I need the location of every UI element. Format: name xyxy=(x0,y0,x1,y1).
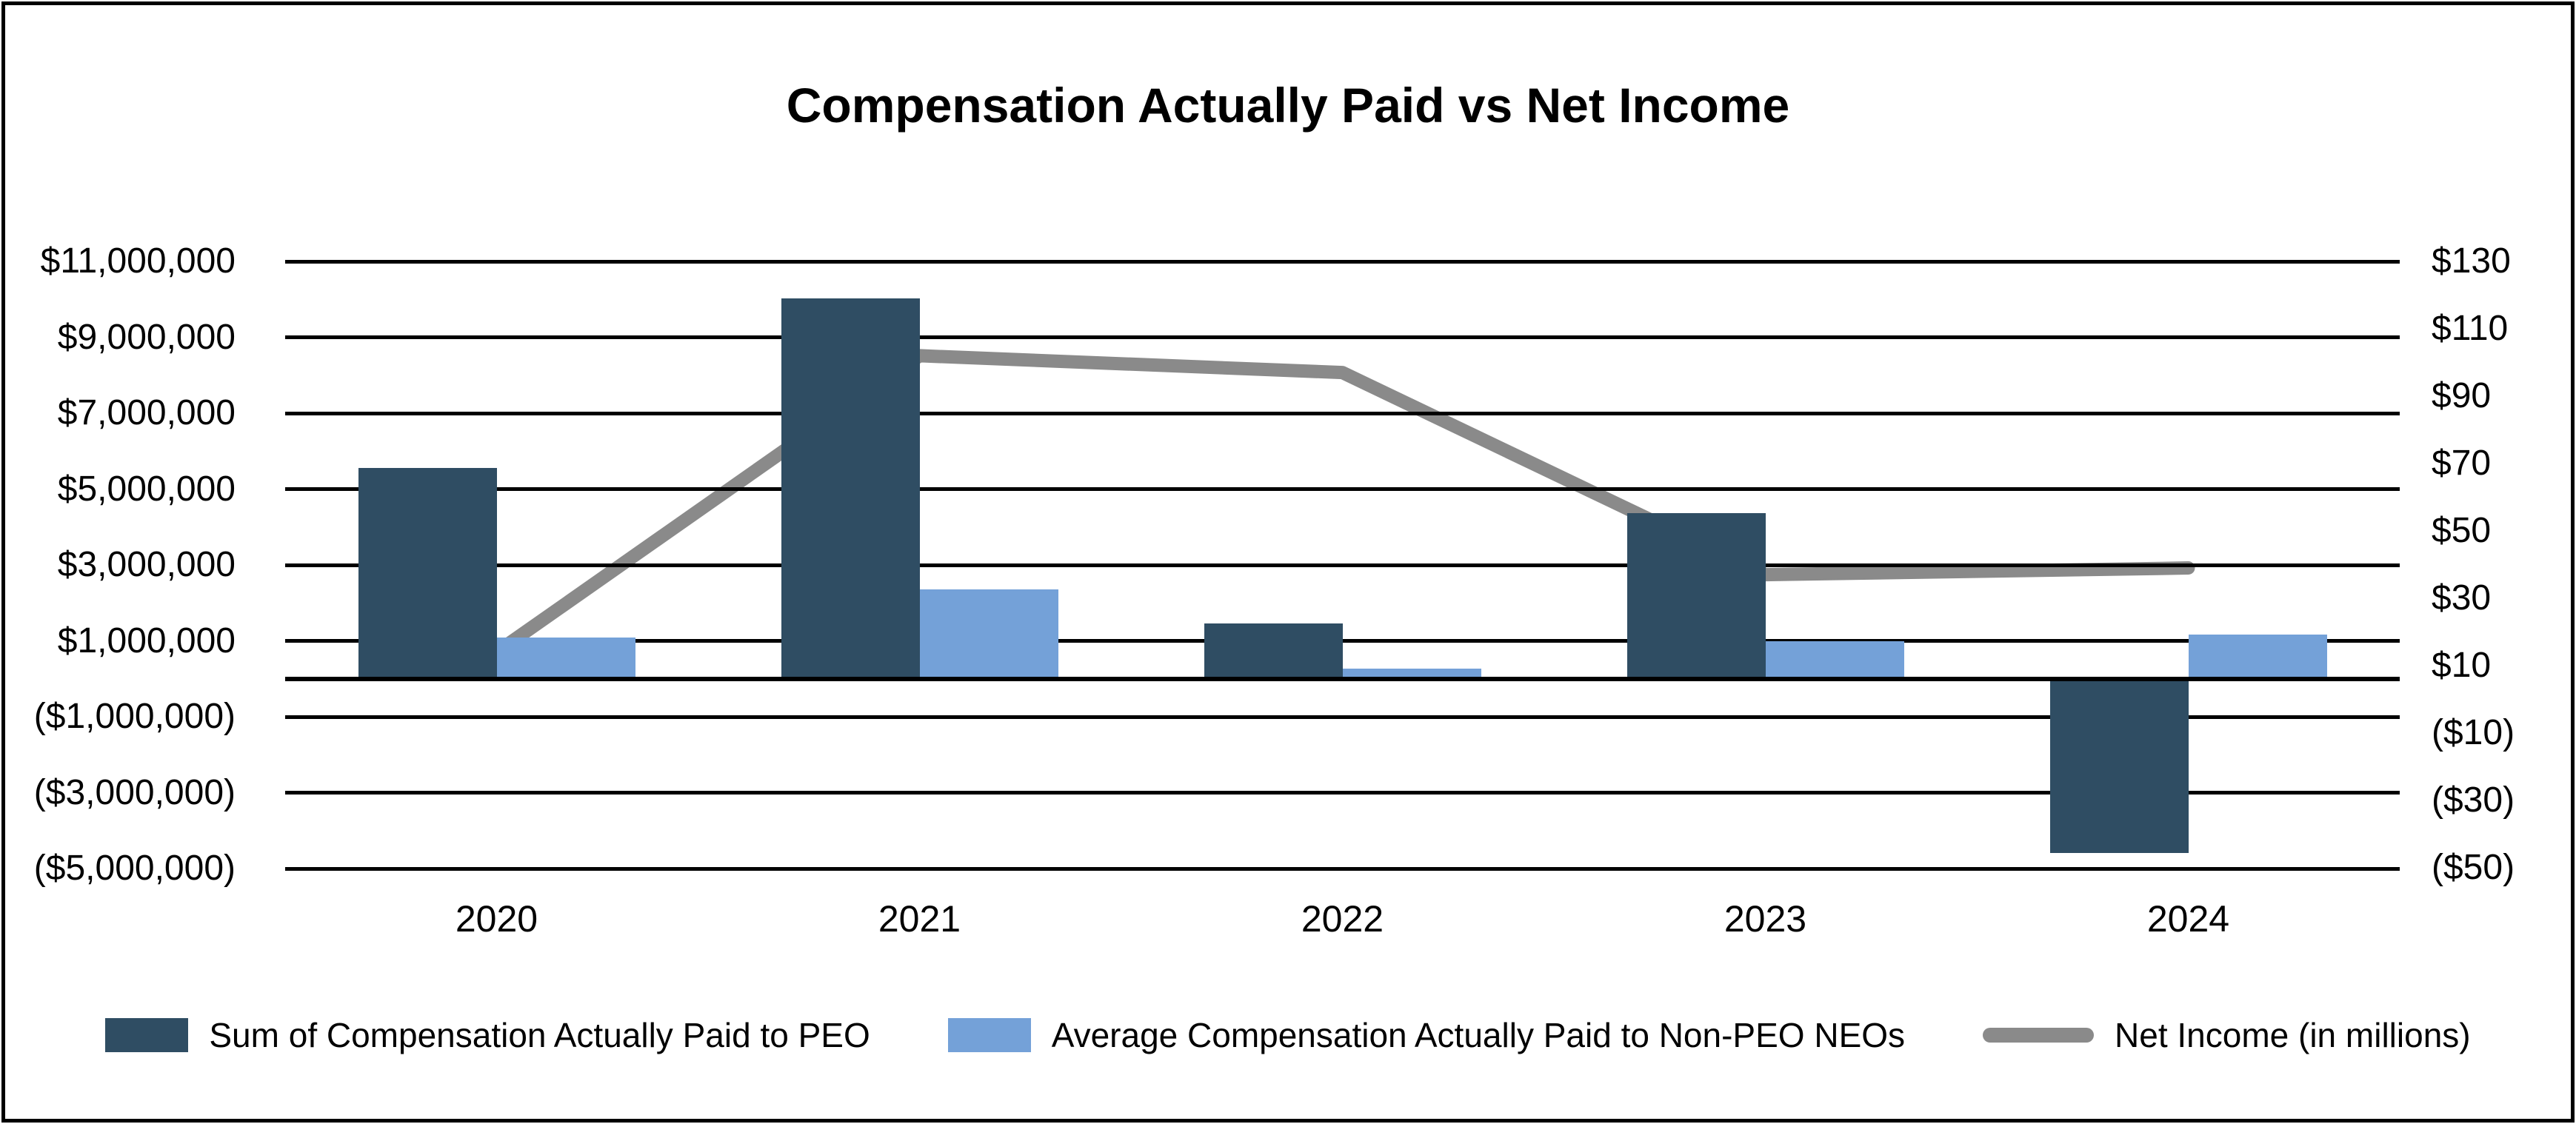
gridline xyxy=(285,411,2400,415)
left-axis-tick-label: $1,000,000 xyxy=(57,620,236,660)
bar-non-peo-2020 xyxy=(496,637,635,679)
gridline xyxy=(285,335,2400,340)
left-axis-tick-label: $9,000,000 xyxy=(57,317,236,357)
right-axis-tick-label: $130 xyxy=(2432,241,2511,281)
left-axis-tick-label: ($5,000,000) xyxy=(33,849,236,889)
legend-line-marker-icon xyxy=(1983,1028,2095,1043)
left-axis-tick-label: $5,000,000 xyxy=(57,469,236,509)
bar-non-peo-2022 xyxy=(1342,668,1481,679)
bar-non-peo-2023 xyxy=(1765,640,1904,679)
bar-peo-2023 xyxy=(1626,512,1766,679)
legend-swatch-peo-icon xyxy=(105,1018,189,1052)
right-axis-tick-label: ($10) xyxy=(2432,713,2515,752)
left-axis-tick-label: ($1,000,000) xyxy=(33,697,236,737)
zero-axis-line xyxy=(285,677,2400,681)
legend-label-peo: Sum of Compensation Actually Paid to PEO xyxy=(209,1016,870,1054)
bar-peo-2022 xyxy=(1204,623,1343,679)
bar-peo-2024 xyxy=(2049,679,2189,853)
bar-non-peo-2021 xyxy=(919,589,1058,679)
x-axis-label-2024: 2024 xyxy=(2146,898,2230,940)
chart-title: Compensation Actually Paid vs Net Income xyxy=(786,78,1790,133)
gridline xyxy=(285,563,2400,567)
x-axis-label-2023: 2023 xyxy=(1724,898,1807,940)
bar-peo-2020 xyxy=(358,467,497,679)
legend-item-non-peo: Average Compensation Actually Paid to No… xyxy=(947,1015,1906,1055)
legend-label-net-income: Net Income (in millions) xyxy=(2115,1016,2471,1054)
gridline xyxy=(285,866,2400,871)
x-axis-label-2021: 2021 xyxy=(878,898,961,940)
gridline xyxy=(285,715,2400,719)
bar-non-peo-2024 xyxy=(2188,634,2327,679)
legend-label-non-peo: Average Compensation Actually Paid to No… xyxy=(1051,1016,1906,1054)
right-axis-tick-label: $110 xyxy=(2432,309,2509,348)
legend-swatch-non-peo-icon xyxy=(947,1018,1031,1052)
right-axis-tick-label: $50 xyxy=(2432,511,2492,550)
left-axis-tick-label: $11,000,000 xyxy=(40,241,236,281)
left-axis-tick-label: ($3,000,000) xyxy=(33,772,236,812)
x-axis-label-2022: 2022 xyxy=(1301,898,1384,940)
bar-peo-2021 xyxy=(781,298,920,679)
right-axis-tick-label: ($30) xyxy=(2432,780,2515,820)
right-axis-tick-label: $10 xyxy=(2432,646,2492,685)
gridline xyxy=(285,791,2400,795)
right-axis-tick-label: $30 xyxy=(2432,578,2492,618)
gridline xyxy=(285,259,2400,264)
right-axis-tick-label: $70 xyxy=(2432,444,2492,483)
right-axis-tick-label: $90 xyxy=(2432,376,2492,415)
gridline xyxy=(285,487,2400,492)
right-axis-tick-label: ($50) xyxy=(2432,848,2515,887)
legend-item-peo: Sum of Compensation Actually Paid to PEO xyxy=(105,1015,870,1055)
left-axis-tick-label: $3,000,000 xyxy=(57,545,236,585)
left-axis-tick-label: $7,000,000 xyxy=(57,393,236,433)
legend-item-net-income: Net Income (in millions) xyxy=(1983,1015,2471,1055)
legend: Sum of Compensation Actually Paid to PEO… xyxy=(0,1001,2576,1069)
x-axis-label-2020: 2020 xyxy=(455,898,538,940)
